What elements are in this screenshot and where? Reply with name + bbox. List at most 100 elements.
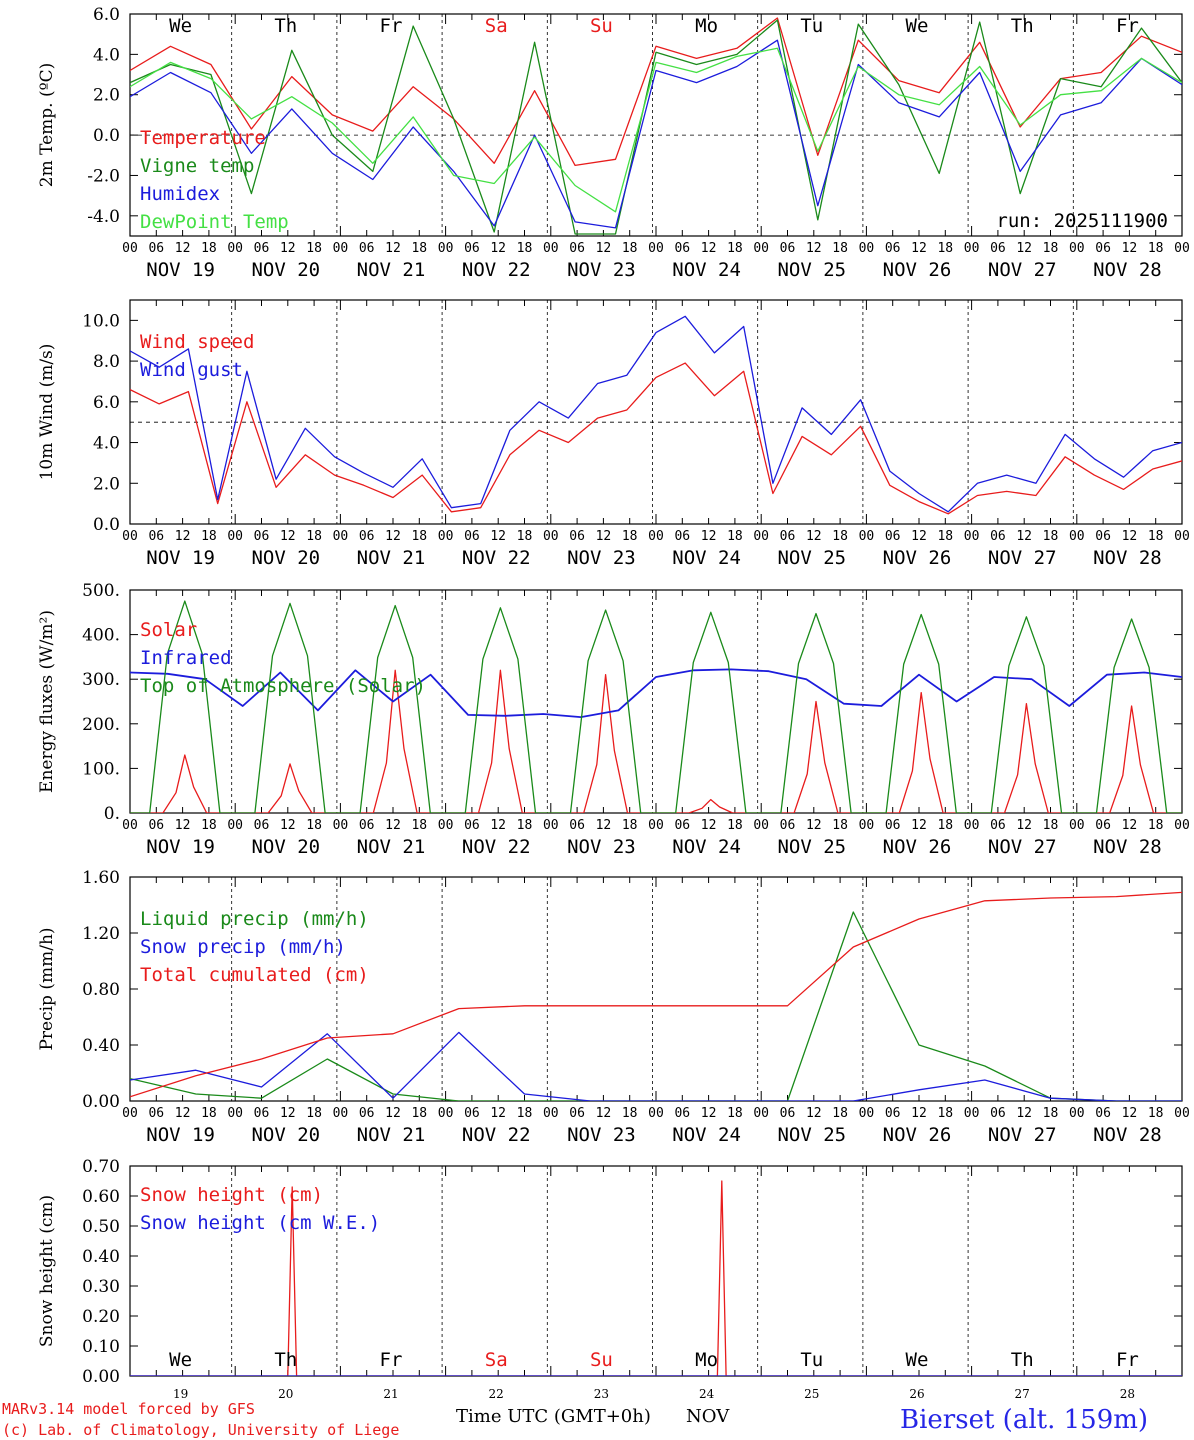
x-hour-label: 06: [885, 241, 901, 256]
x-hour-label: 00: [227, 818, 243, 833]
day-number-label: 22: [489, 1387, 504, 1401]
series-group: [130, 600, 1182, 813]
panel-1: -4.0 -2.0 0.0 2.0 4.0 6.0 2m Temp. (ºC) 00 06 12 1…: [37, 5, 1190, 281]
day-number-label: 20: [278, 1387, 293, 1401]
legend-top-of-atmosphere-solar-: Top of Atmosphere (Solar): [140, 675, 426, 697]
x-day-label: NOV 28: [1093, 259, 1162, 281]
x-hour-label: 18: [1043, 529, 1059, 544]
x-hour-label: 12: [1122, 529, 1138, 544]
x-day-label: NOV 24: [672, 1124, 741, 1146]
x-hour-label: 18: [306, 818, 322, 833]
x-hour-label: 06: [780, 1106, 796, 1121]
x-hour-label: 12: [385, 529, 401, 544]
x-day-label: NOV 19: [146, 1124, 215, 1146]
x-hour-label: 06: [464, 1106, 480, 1121]
y-tick-label: 0.0: [93, 126, 120, 146]
weekday-label: Mo: [695, 1349, 718, 1371]
x-hour-label: 12: [175, 529, 191, 544]
series-line: [130, 19, 1182, 235]
x-day-label: NOV 26: [883, 836, 952, 858]
x-hour-label: 06: [148, 529, 164, 544]
y-tick-label: 0.80: [82, 980, 120, 1000]
x-hour-label: 00: [438, 241, 454, 256]
x-day-label: NOV 26: [883, 259, 952, 281]
weekday-label: Th: [274, 1349, 297, 1371]
y-tick-label: 0.: [104, 804, 120, 824]
x-hour-label: 06: [569, 818, 585, 833]
weekday-label: We: [169, 1349, 192, 1371]
x-hour-label: 12: [1122, 241, 1138, 256]
x-day-label: NOV 26: [883, 547, 952, 569]
y-tick-label: 0.00: [82, 1092, 120, 1112]
x-hour-label: 06: [464, 241, 480, 256]
x-hour-label: 06: [359, 241, 375, 256]
y-tick-label: 0.30: [82, 1277, 120, 1297]
x-hour-label: 00: [964, 241, 980, 256]
y-axis-label: 10m Wind (m/s): [37, 344, 57, 481]
x-hour-label: 18: [937, 241, 953, 256]
x-hour-label: 00: [543, 529, 559, 544]
legend-wind-speed: Wind speed: [140, 331, 254, 353]
y-tick-label: 400.: [82, 626, 120, 646]
series-line: [130, 600, 1182, 813]
legend-humidex: Humidex: [140, 183, 220, 205]
x-hour-label: 06: [569, 529, 585, 544]
y-tick-label: 8.0: [93, 352, 120, 372]
x-hour-label: 00: [859, 529, 875, 544]
x-hour-label: 12: [280, 529, 296, 544]
x-hour-label: 00: [859, 241, 875, 256]
x-day-label: NOV 21: [357, 1124, 426, 1146]
y-tick-label: 6.0: [93, 393, 120, 413]
x-hour-label: 18: [411, 241, 427, 256]
x-hour-label: 00: [1069, 241, 1085, 256]
day-number-label: 23: [594, 1387, 609, 1401]
x-day-label: NOV 22: [462, 259, 531, 281]
x-hour-label: 00: [333, 241, 349, 256]
x-hour-label: 18: [832, 529, 848, 544]
x-hour-label: 12: [701, 818, 717, 833]
x-day-label: NOV 27: [988, 836, 1057, 858]
series-group: [130, 315, 1182, 515]
y-tick-label: 0.00: [82, 1367, 120, 1387]
x-hour-label: 06: [885, 818, 901, 833]
x-day-label: NOV 19: [146, 547, 215, 569]
footer-credit-model: MARv3.14 model forced by GFS: [2, 1400, 255, 1418]
x-hour-label: 18: [411, 818, 427, 833]
x-hour-label: 00: [543, 1106, 559, 1121]
x-hour-label: 12: [280, 241, 296, 256]
x-hour-label: 18: [411, 529, 427, 544]
x-hour-label: 12: [701, 241, 717, 256]
x-hour-label: 18: [201, 1106, 217, 1121]
x-hour-label: 00: [648, 529, 664, 544]
x-day-label: NOV 22: [462, 1124, 531, 1146]
x-hour-label: 12: [385, 818, 401, 833]
x-hour-label: 12: [175, 1106, 191, 1121]
x-hour-label: 12: [596, 241, 612, 256]
y-tick-label: 2.0: [93, 86, 120, 106]
footer-time-label: Time UTC (GMT+0h): [456, 1406, 651, 1427]
x-day-label: NOV 19: [146, 259, 215, 281]
day-number-label: 28: [1120, 1387, 1135, 1401]
legend-snow-height-cm-: Snow height (cm): [140, 1184, 323, 1206]
weekday-label: Su: [590, 1349, 613, 1371]
x-day-label: NOV 28: [1093, 547, 1162, 569]
x-day-label: NOV 19: [146, 836, 215, 858]
x-hour-label: 00: [543, 241, 559, 256]
y-tick-label: -2.0: [87, 166, 120, 186]
x-hour-label: 00: [753, 1106, 769, 1121]
x-hour-label: 12: [806, 529, 822, 544]
x-hour-label: 12: [490, 241, 506, 256]
x-hour-label: 00: [438, 1106, 454, 1121]
x-hour-label: 06: [148, 241, 164, 256]
x-hour-label: 18: [517, 1106, 533, 1121]
x-hour-label: 06: [990, 1106, 1006, 1121]
x-hour-label: 00: [859, 1106, 875, 1121]
y-axis-label: Energy fluxes (W/m²): [37, 610, 57, 793]
x-hour-label: 06: [254, 529, 270, 544]
x-hour-label: 18: [517, 529, 533, 544]
x-hour-label: 18: [622, 529, 638, 544]
x-hour-label: 12: [806, 1106, 822, 1121]
y-tick-label: -4.0: [87, 207, 120, 227]
legend-dewpoint-temp: DewPoint Temp: [140, 211, 289, 233]
